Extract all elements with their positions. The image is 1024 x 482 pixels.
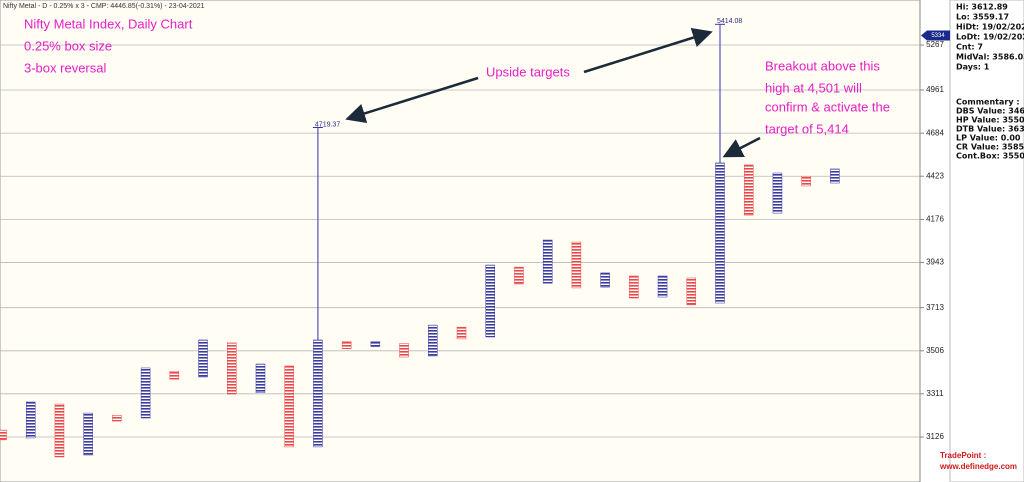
x-column [428, 324, 438, 357]
x-column [83, 412, 93, 456]
title-line: 3-box reversal [24, 60, 106, 75]
o-column [112, 414, 122, 422]
x-column [140, 367, 151, 419]
annotation: Upside targets [486, 64, 570, 79]
x-column [830, 168, 840, 184]
o-column [629, 275, 639, 299]
x-column [255, 363, 266, 393]
target-label: 4719.37 [315, 121, 340, 128]
title-line: Nifty Metal Index, Daily Chart [24, 16, 193, 31]
annotation: target of 5,414 [765, 121, 849, 136]
y-tick-label: 4961 [926, 85, 944, 94]
plot-background [0, 0, 921, 482]
plot [0, 23, 840, 458]
y-tick-label: 5267 [926, 40, 944, 49]
footer: TradePoint : [940, 451, 986, 460]
annotation: high at 4,501 will [765, 80, 862, 95]
price-marker [921, 30, 950, 41]
o-column [571, 241, 582, 289]
o-column [514, 266, 524, 285]
stat: Hi: 3612.89 [956, 3, 1008, 12]
arrow [722, 136, 761, 158]
arrow [583, 27, 713, 74]
y-tick-label: 3126 [926, 432, 944, 441]
o-column [686, 277, 697, 306]
y-tick-label: 3506 [926, 346, 944, 355]
info-panel [949, 0, 1024, 482]
y-tick-label: 4176 [926, 215, 944, 224]
target-label: 5414.08 [717, 18, 742, 25]
x-column [657, 275, 668, 298]
commentary: LP Value: 0.00 [956, 134, 1021, 143]
stat: HiDt: 19/02/2021 [956, 23, 1024, 32]
annotation: Breakout above this [765, 58, 880, 73]
commentary: Cont.Box: 3550.29 [956, 152, 1024, 161]
o-column [399, 343, 409, 358]
price-marker-label: 5334 [931, 33, 945, 39]
stat: Lo: 3559.17 [956, 13, 1009, 22]
o-column [227, 342, 237, 395]
commentary: CR Value: 3585.93 [956, 143, 1024, 152]
footer: www.definedge.com [939, 462, 1017, 471]
x-column [772, 172, 783, 214]
x-column [715, 162, 725, 304]
commentary-title: Commentary : [956, 98, 1020, 107]
o-column [169, 370, 180, 380]
chart-header: Nifty Metal - D - 0.25% x 3 - CMP: 4446.… [3, 3, 205, 10]
title-line: 0.25% box size [24, 38, 112, 53]
y-tick-label: 4684 [926, 128, 944, 137]
grid [0, 44, 920, 438]
annotation: confirm & activate the [765, 99, 890, 114]
arrow [345, 76, 479, 124]
stat: MidVal: 3586.03 [956, 53, 1024, 62]
stat: LoDt: 19/02/2021 [956, 33, 1024, 42]
y-tick-label: 3311 [926, 389, 944, 398]
commentary: DTB Value: 3630.98 [956, 125, 1024, 134]
stat: Cnt: 7 [956, 43, 983, 52]
o-column [801, 175, 811, 187]
x-column [198, 339, 208, 378]
y-tick-label: 4423 [926, 171, 944, 180]
o-column [284, 365, 294, 448]
commentary: HP Value: 3550.29 [956, 116, 1024, 125]
o-column [743, 164, 754, 216]
x-column [25, 401, 36, 439]
o-column [341, 341, 352, 349]
x-column [542, 239, 553, 284]
x-column [313, 339, 323, 448]
y-tick-label: 3943 [926, 258, 944, 267]
o-column [456, 326, 467, 340]
o-column [0, 429, 7, 441]
o-column [54, 403, 65, 458]
x-column [600, 272, 610, 288]
y-tick-label: 3713 [926, 303, 944, 312]
x-column [485, 264, 495, 338]
stat: Days: 1 [956, 63, 990, 72]
commentary: DBS Value: 3462.75 [956, 107, 1024, 116]
x-column [370, 341, 381, 347]
